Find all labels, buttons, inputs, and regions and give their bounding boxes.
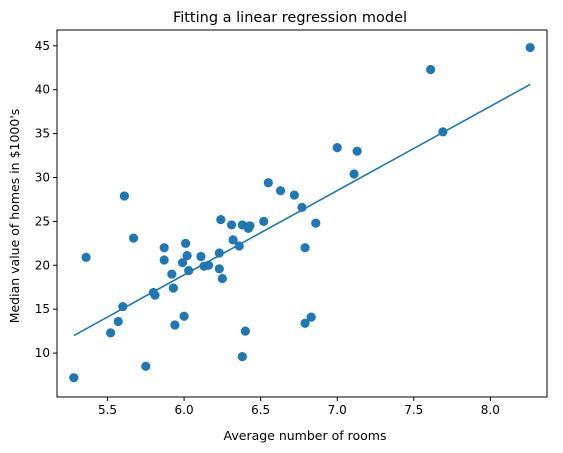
axes-frame <box>56 29 548 398</box>
data-point <box>150 290 160 300</box>
data-point <box>196 251 206 262</box>
data-point <box>237 352 247 362</box>
data-point <box>168 283 178 293</box>
data-point <box>226 220 237 230</box>
y-axis: 10 15 20 25 30 35 40 45 <box>35 39 57 360</box>
data-point <box>263 178 273 188</box>
data-point <box>311 218 321 228</box>
data-point <box>300 243 310 253</box>
data-point <box>159 243 169 253</box>
x-tick-label: 7.0 <box>328 403 347 417</box>
chart-title: Fitting a linear regression model <box>173 10 407 26</box>
data-point <box>184 265 194 276</box>
plot-area <box>69 42 535 383</box>
data-point <box>159 255 169 265</box>
y-axis-label: Median value of homes in $1000's <box>7 109 22 324</box>
data-point <box>141 361 151 371</box>
x-axis-label: Average number of rooms <box>224 428 387 443</box>
x-tick-label: 6.5 <box>251 403 270 417</box>
y-tick-label: 25 <box>35 214 50 228</box>
x-tick-label: 7.5 <box>404 403 423 417</box>
data-point <box>300 318 310 328</box>
data-point <box>203 260 214 270</box>
data-point <box>113 316 123 327</box>
data-point <box>349 169 359 179</box>
data-point <box>275 186 286 196</box>
data-point <box>259 216 269 227</box>
data-point <box>297 202 307 212</box>
y-tick-label: 40 <box>35 83 50 97</box>
data-point <box>118 301 128 312</box>
data-point <box>167 269 177 279</box>
data-point <box>69 373 79 383</box>
y-tick-label: 30 <box>35 171 50 185</box>
y-tick-label: 20 <box>35 258 50 272</box>
data-point <box>438 127 448 137</box>
data-point <box>240 326 250 336</box>
y-tick-label: 10 <box>35 346 50 360</box>
y-tick-label: 35 <box>35 127 50 141</box>
data-point <box>289 190 299 200</box>
data-point <box>214 248 224 258</box>
data-point <box>332 143 342 153</box>
data-point <box>352 146 362 156</box>
data-point <box>170 320 180 330</box>
data-point <box>181 238 191 248</box>
data-point <box>81 252 91 262</box>
data-point <box>306 312 316 322</box>
x-axis: 5.5 6.0 6.5 7.0 7.5 8.0 <box>98 397 500 417</box>
data-point <box>128 233 139 243</box>
data-point <box>234 241 244 251</box>
data-point <box>216 215 226 225</box>
data-point <box>217 273 227 284</box>
data-point <box>182 251 192 261</box>
data-point <box>179 311 189 321</box>
y-tick-label: 45 <box>35 39 50 53</box>
data-point <box>426 64 436 75</box>
data-point <box>105 328 116 338</box>
data-point <box>228 235 238 245</box>
data-point <box>245 221 255 231</box>
x-tick-label: 8.0 <box>481 403 500 417</box>
y-tick-label: 15 <box>35 302 50 316</box>
data-point <box>214 264 224 274</box>
data-point <box>525 42 535 53</box>
x-tick-label: 5.5 <box>98 403 117 417</box>
data-point <box>119 191 129 201</box>
data-point <box>177 258 188 268</box>
x-tick-label: 6.0 <box>175 403 194 417</box>
